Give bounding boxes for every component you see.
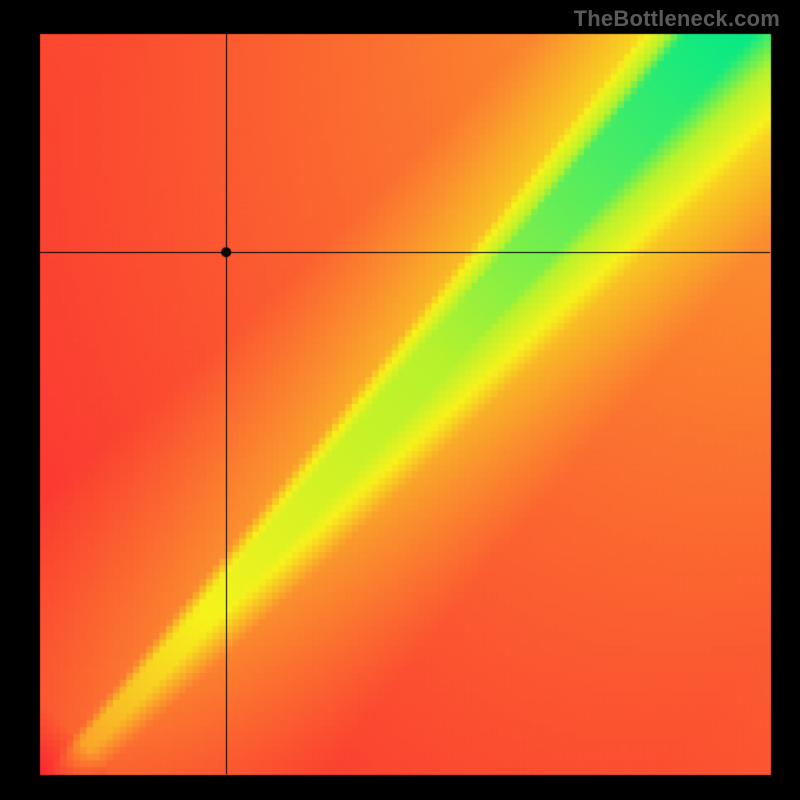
figure-container: TheBottleneck.com bbox=[0, 0, 800, 800]
bottleneck-heatmap bbox=[0, 0, 800, 800]
watermark-text: TheBottleneck.com bbox=[574, 6, 780, 32]
